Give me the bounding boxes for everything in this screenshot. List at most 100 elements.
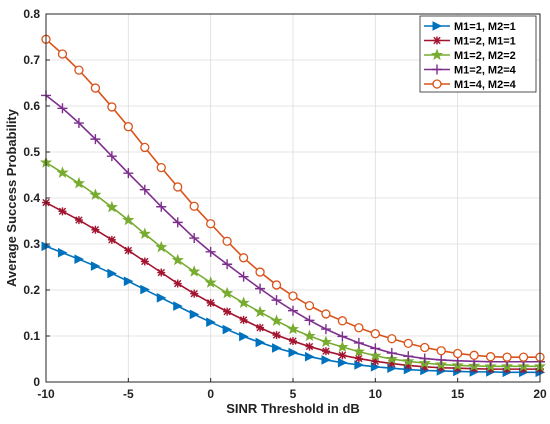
data-point <box>420 362 429 371</box>
data-point <box>437 363 446 372</box>
legend-item: M1=4, M2=4 <box>424 79 517 91</box>
data-point <box>173 279 182 288</box>
data-point <box>288 347 299 358</box>
data-point <box>518 352 529 362</box>
data-point <box>453 348 463 359</box>
data-point <box>404 361 413 370</box>
data-point <box>107 102 117 112</box>
legend-label: M1=1, M2=1 <box>454 21 516 33</box>
data-point <box>90 134 101 145</box>
legend-label: M1=2, M2=4 <box>454 65 517 77</box>
data-point <box>237 296 250 309</box>
data-point <box>369 349 382 361</box>
data-point <box>90 261 101 271</box>
data-point <box>123 122 133 132</box>
data-point <box>387 359 396 368</box>
legend-marker <box>432 64 442 75</box>
data-point <box>73 118 84 129</box>
legend-label: M1=2, M1=1 <box>454 36 516 48</box>
data-point <box>436 346 446 356</box>
data-point <box>57 49 68 59</box>
legend-item: M1=2, M2=4 <box>424 64 517 77</box>
data-point <box>204 276 217 288</box>
data-point <box>57 103 68 114</box>
data-point <box>272 343 282 353</box>
data-point <box>337 316 348 326</box>
x-tick-label: 10 <box>369 387 383 401</box>
data-point <box>321 355 332 365</box>
data-point <box>57 247 68 258</box>
data-point <box>255 283 266 294</box>
data-point <box>354 360 364 370</box>
data-point <box>336 340 349 353</box>
legend-marker <box>433 36 441 45</box>
data-point <box>221 286 234 299</box>
data-point <box>222 236 232 246</box>
legend: M1=1, M2=1 M1=2, M1=1 M1=2, M2=2 M1=2, M2=4… <box>419 15 537 93</box>
y-tick-label: 0.6 <box>23 99 40 113</box>
data-point <box>321 347 330 356</box>
data-point <box>222 259 233 270</box>
x-tick-label: -5 <box>123 387 134 401</box>
data-point <box>502 352 512 362</box>
data-point <box>288 305 298 316</box>
data-point <box>106 151 117 162</box>
data-point <box>122 213 135 226</box>
data-point <box>239 315 248 324</box>
data-point <box>354 354 363 363</box>
data-point <box>337 331 348 342</box>
data-point <box>74 216 83 225</box>
data-point <box>171 253 184 266</box>
data-point <box>74 65 84 75</box>
legend-label: M1=4, M2=4 <box>454 79 517 91</box>
data-point <box>420 342 430 353</box>
data-point <box>156 162 166 173</box>
data-point <box>272 331 281 340</box>
data-point <box>303 329 316 342</box>
data-point <box>338 351 347 360</box>
data-point <box>157 268 166 277</box>
data-point <box>419 353 430 364</box>
data-point <box>469 350 479 360</box>
data-point <box>189 233 200 244</box>
data-point <box>486 365 495 374</box>
data-point <box>140 142 150 153</box>
data-point <box>470 364 479 373</box>
y-tick-label: 0.2 <box>23 283 40 297</box>
data-point <box>271 295 282 306</box>
data-point <box>107 268 117 279</box>
y-tick-label: 0.1 <box>23 329 40 343</box>
data-point <box>519 365 528 374</box>
data-point <box>255 267 265 277</box>
data-point <box>173 182 183 192</box>
data-point <box>56 166 69 178</box>
y-tick-label: 0.5 <box>23 145 40 159</box>
data-point <box>288 291 298 301</box>
data-point <box>321 309 331 319</box>
data-point <box>206 219 216 229</box>
data-point <box>123 276 134 287</box>
y-tick-label: 0.3 <box>23 237 40 251</box>
data-point <box>139 184 150 195</box>
data-point <box>189 309 200 320</box>
y-tick-label: 0.8 <box>23 7 40 21</box>
data-point <box>255 337 266 348</box>
data-point <box>305 342 314 351</box>
y-axis-ticks: 0 0.1 0.2 0.3 0.4 0.5 0.6 0.7 0.8 <box>23 7 50 389</box>
data-point <box>270 314 283 326</box>
data-point <box>370 343 381 354</box>
data-point <box>105 200 118 213</box>
legend-marker <box>432 79 442 89</box>
data-point <box>304 315 315 326</box>
data-point <box>239 331 249 342</box>
data-point <box>353 337 364 348</box>
data-point <box>238 271 249 282</box>
data-point <box>319 335 332 348</box>
data-point <box>304 300 315 311</box>
data-point <box>238 253 249 263</box>
data-point <box>72 176 85 189</box>
data-point <box>74 254 85 264</box>
data-point <box>304 351 315 362</box>
y-axis-label: Average Success Probability <box>4 108 19 287</box>
data-point <box>453 364 462 373</box>
